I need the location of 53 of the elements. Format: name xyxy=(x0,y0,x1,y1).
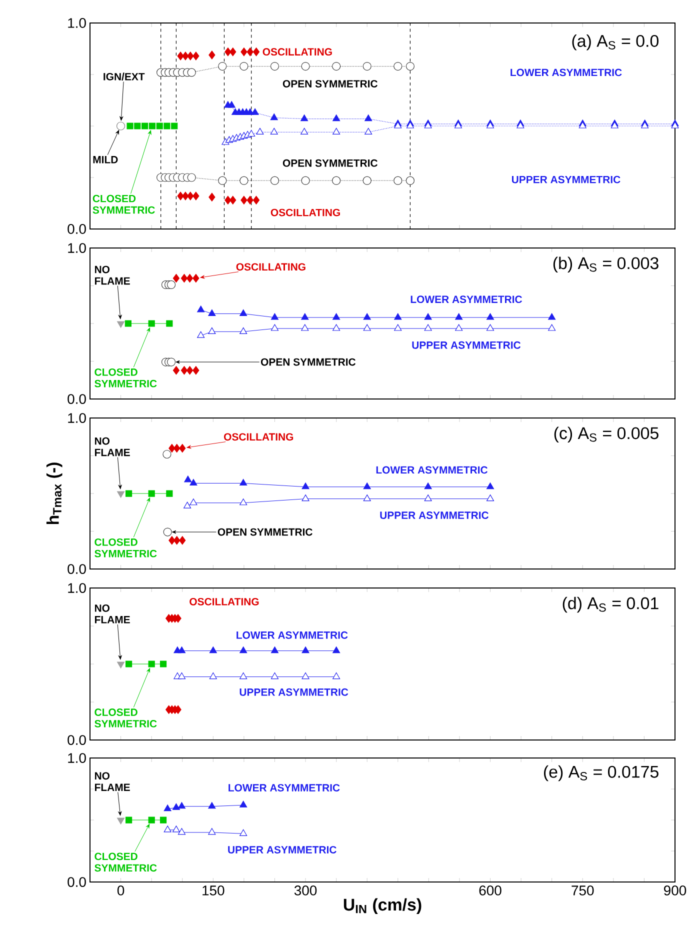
chart-title: (b) A$_{S}$ = 0.003 xyxy=(553,256,658,273)
series-label: OPEN SYMMETRIC xyxy=(282,159,378,167)
annotation: IGN/EXT xyxy=(104,72,145,80)
text: CLOSED SYMMETRIC xyxy=(94,538,157,558)
chart-title: (d) A$_{S}$ = 0.01 xyxy=(562,596,658,613)
series-label: UPPER ASYMMETRIC xyxy=(412,341,521,349)
x-tick-label: 750 xyxy=(572,886,594,896)
x-tick-label: 900 xyxy=(664,886,686,896)
text: OPEN SYMMETRIC xyxy=(218,528,312,536)
text: CLOSED SYMMETRIC xyxy=(94,852,157,872)
text: NO FLAME xyxy=(94,604,130,624)
series-label: LOWER ASYMMETRIC xyxy=(410,296,522,304)
y-tick-label: 0.0 xyxy=(68,735,86,745)
y-tick-label: 0.0 xyxy=(68,224,86,234)
series-label: UPPER ASYMMETRIC xyxy=(228,846,336,854)
chart-title: (c) A$_{S}$ = 0.005 xyxy=(554,426,658,443)
series-label: OSCILLATING xyxy=(262,48,332,56)
y-tick-label: 0.0 xyxy=(68,877,86,887)
series-label: LOWER ASYMMETRIC xyxy=(236,631,348,639)
y-tick-label: 1.0 xyxy=(68,753,86,763)
text: OSCILLATING xyxy=(224,433,294,441)
series-label: OSCILLATING xyxy=(270,208,340,216)
series-label: LOWER ASYMMETRIC xyxy=(376,466,488,474)
series-label: OPEN SYMMETRIC xyxy=(282,80,378,88)
text: MILD xyxy=(93,156,118,164)
y-tick-label: 1.0 xyxy=(68,18,86,28)
y-axis-title: h$_{Tmax}$ (-) xyxy=(46,462,62,524)
text: OPEN SYMMETRIC xyxy=(260,358,356,366)
text: NO FLAME xyxy=(94,437,130,456)
series-label: UPPER ASYMMETRIC xyxy=(380,512,489,519)
series-label: OSCILLATING xyxy=(190,598,259,606)
x-tick-label: 600 xyxy=(479,886,502,896)
chart-title: (e) A$_{S}$ = 0.0175 xyxy=(544,765,658,782)
y-tick-label: 0.0 xyxy=(68,564,86,574)
y-tick-label: 1.0 xyxy=(68,413,86,423)
text: CLOSED SYMMETRIC xyxy=(94,368,157,388)
x-tick-label: 300 xyxy=(294,886,317,896)
text: LOWER ASYMMETRIC xyxy=(510,68,622,76)
text: CLOSED SYMMETRIC xyxy=(94,708,157,728)
text: UPPER ASYMMETRIC xyxy=(512,176,620,184)
text: NO FLAME xyxy=(94,266,130,285)
x-axis-title: U$_{IN}$ (cm/s) xyxy=(344,898,422,914)
y-tick-label: 0.0 xyxy=(68,394,86,404)
series-label: UPPER ASYMMETRIC xyxy=(240,688,348,696)
text: NO FLAME xyxy=(94,772,130,791)
text: OSCILLATING xyxy=(236,263,306,271)
x-tick-label: 0 xyxy=(117,886,124,896)
text: (a) A$_{S}$ = 0.0 xyxy=(572,34,659,50)
text: CLOSED SYMMETRIC xyxy=(92,194,155,214)
y-tick-label: 1.0 xyxy=(68,583,86,593)
y-tick-label: 1.0 xyxy=(68,243,86,253)
series-label: LOWER ASYMMETRIC xyxy=(228,784,340,792)
x-tick-label: 150 xyxy=(202,886,224,896)
